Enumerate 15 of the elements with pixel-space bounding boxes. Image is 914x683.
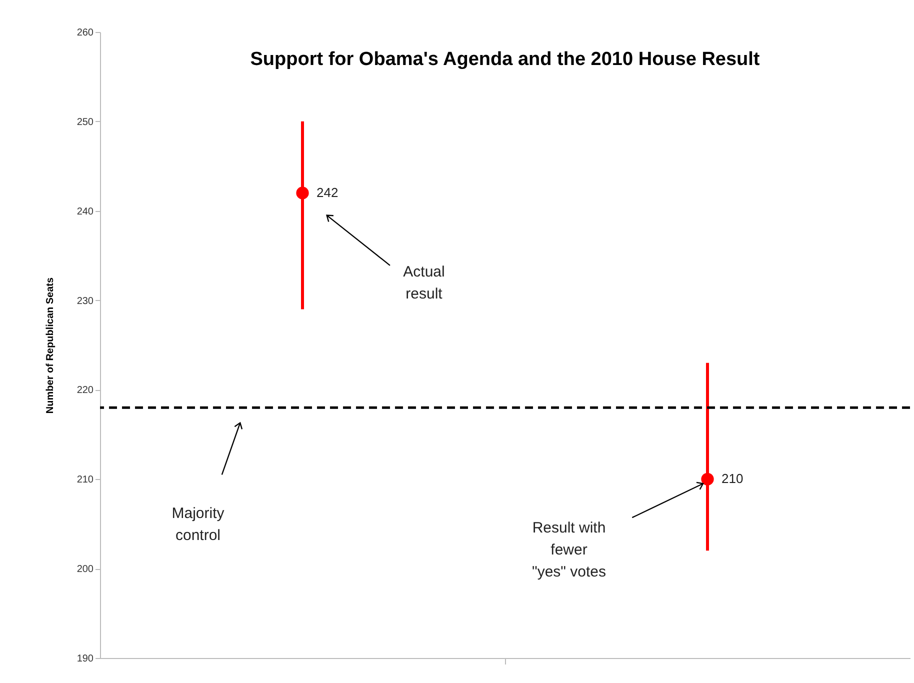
y-tick-label: 190: [76, 654, 94, 664]
data-label: 210: [722, 471, 744, 486]
y-axis-title: Number of Republican Seats: [44, 276, 56, 414]
annotation: Result with fewer "yes" votes: [532, 519, 606, 580]
y-tick-label: 240: [76, 206, 94, 218]
y-tick-label: 230: [76, 296, 94, 307]
y-tick-label: 260: [76, 28, 94, 38]
y-tick-label: 200: [76, 564, 94, 576]
y-tick-label: 220: [76, 385, 94, 396]
annotation: Actual result: [403, 264, 445, 303]
y-tick-label: 250: [76, 116, 94, 128]
ref-line-label: Majority control: [172, 505, 225, 544]
text: Support for Obama's Agenda and the 2010 House Result: [250, 49, 760, 70]
data-label: 242: [316, 184, 338, 200]
y-tick-label: 210: [76, 474, 94, 486]
